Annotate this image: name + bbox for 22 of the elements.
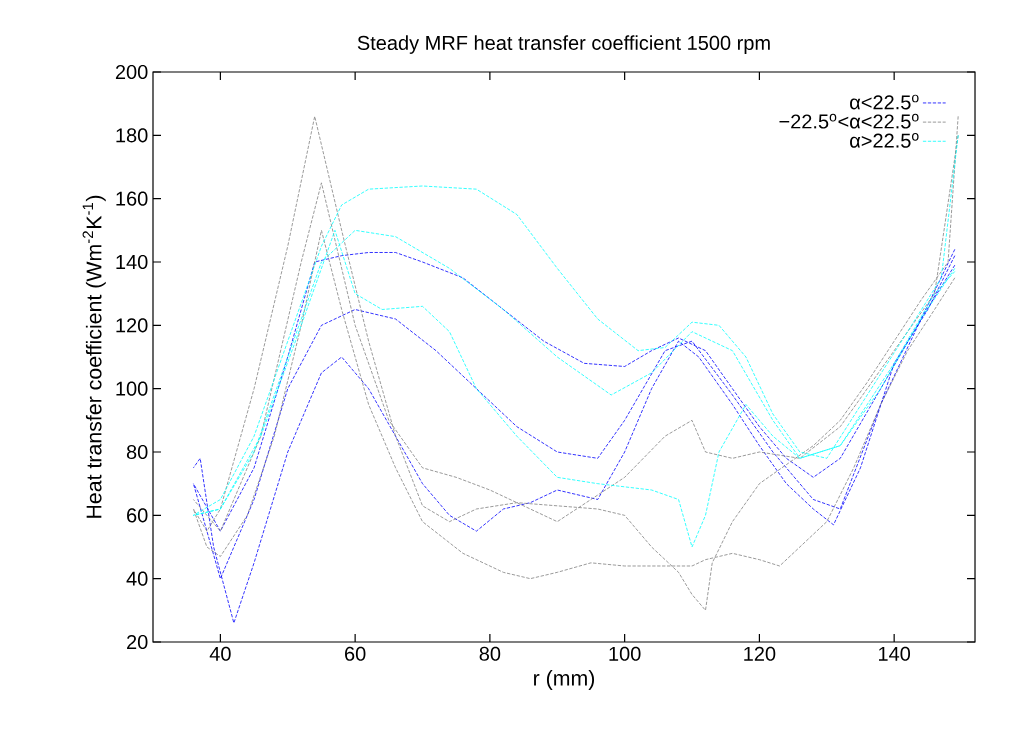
y-tick-label: 100 — [116, 381, 148, 396]
x-tick-label: 40 — [209, 646, 231, 661]
y-tick-label: 140 — [116, 254, 148, 270]
legend-label: α<22.5$^{o}$ — [850, 94, 919, 110]
y-tick-label: 200 — [115, 64, 148, 80]
y-tick-label: 40 — [126, 571, 148, 586]
y-tick-label: 120 — [116, 318, 148, 333]
y-tick-label: 20 — [127, 634, 148, 650]
legend-label: −22.5$^{o}$<α<22.5$^{o}$ — [779, 113, 919, 129]
x-tick-label: 140 — [879, 646, 911, 661]
x-tick-label: 80 — [479, 646, 501, 661]
x-tick-label: 100 — [609, 646, 641, 661]
legend-label: α>22.5$^{o}$ — [850, 133, 919, 148]
y-axis-title: Heat transfer coefficient (Wm$^{-2}$K$^{-1}$) — [82, 195, 106, 518]
x-axis-title: r (mm) — [534, 670, 595, 690]
y-tick-label: 180 — [116, 128, 148, 143]
x-tick-label: 120 — [744, 646, 776, 661]
x-tick-label: 60 — [345, 646, 366, 661]
y-tick-label: 60 — [127, 508, 148, 523]
chart-title: Steady MRF heat transfer coefficient 1500 rpm — [357, 35, 770, 54]
y-tick-label: 80 — [126, 444, 148, 460]
y-tick-label: 160 — [116, 191, 148, 206]
